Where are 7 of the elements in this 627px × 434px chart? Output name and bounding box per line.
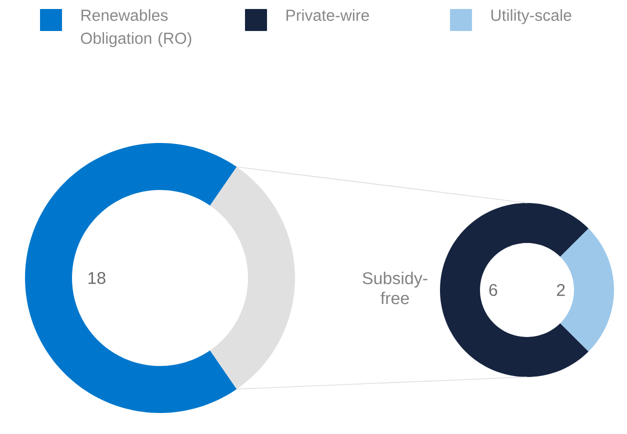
slice-label: Subsidy-free (362, 272, 428, 304)
legend-label: Utility-scale (491, 9, 572, 24)
data-label: 18 (88, 272, 106, 284)
legend-label: Private-wire (286, 9, 369, 21)
data-label: 2 (556, 284, 565, 296)
data-label: 6 (489, 284, 498, 296)
legend-label: Renewables Obligation (RO) (80, 9, 192, 48)
